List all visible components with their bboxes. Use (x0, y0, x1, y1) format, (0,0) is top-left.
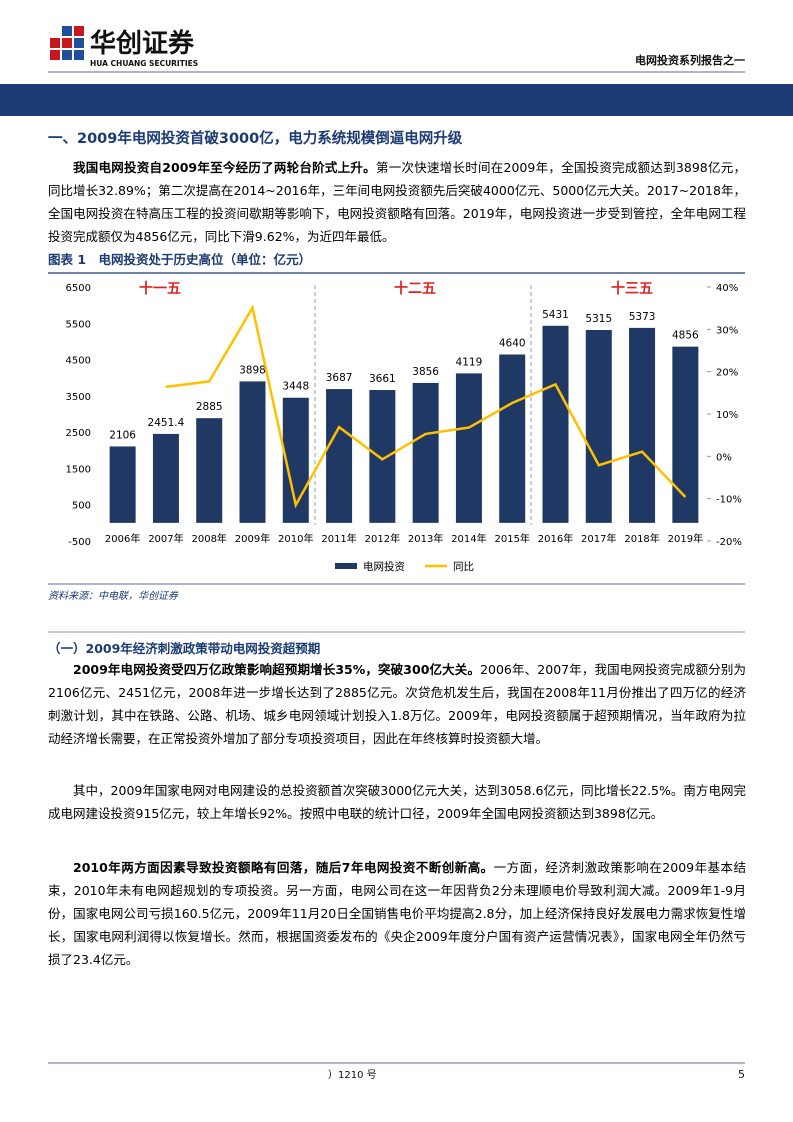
footer-code: ）1210 号 (328, 1069, 377, 1081)
bar (152, 433, 179, 523)
y-tick-label: 5500 (66, 319, 91, 330)
paragraph: 其中，2009年国家电网对电网建设的总投资额首次突破3000亿元大关，达到305… (48, 779, 746, 825)
bar-value-label: 5431 (542, 309, 569, 321)
bar-value-label: 5315 (585, 313, 612, 325)
y-tick-label: 3500 (66, 392, 91, 403)
y-tick-label: 4500 (66, 356, 91, 367)
bar-value-label: 3687 (326, 372, 353, 384)
bar (109, 446, 136, 523)
paragraph: 2009年电网投资受四万亿政策影响超预期增长35%，突破300亿大关。2006年… (48, 658, 746, 750)
brand-en: HUA CHUANG SECURITIES (90, 59, 198, 68)
bar-value-label: 2885 (196, 401, 223, 413)
bar-value-label: 5373 (629, 311, 656, 323)
bar-value-label: 3898 (239, 364, 266, 376)
bar-value-label: 4119 (456, 356, 483, 368)
x-tick-label: 2008年 (191, 532, 226, 545)
bar (239, 381, 266, 523)
y-tick-label: 500 (72, 501, 91, 512)
y2-tick-label: -10% (716, 495, 742, 506)
bar-value-label: 3448 (282, 381, 309, 393)
body-text: 其中，2009年国家电网对电网建设的总投资额首次突破3000亿元大关，达到305… (48, 783, 746, 821)
bar-value-label: 3856 (412, 366, 439, 378)
bar-value-label: 2106 (109, 429, 136, 441)
paragraph: 2010年两方面因素导致投资额略有回落，随后7年电网投资不断创新高。一方面，经济… (48, 856, 746, 971)
x-tick-label: 2019年 (668, 532, 703, 545)
lead: 2009年电网投资受四万亿政策影响超预期增长35%，突破300亿大关。 (73, 662, 481, 677)
header-band (0, 84, 793, 116)
x-tick-label: 2018年 (624, 532, 659, 545)
y2-tick-label: -20% (716, 537, 742, 548)
bar (369, 390, 396, 523)
bar (672, 346, 699, 523)
lead: 2010年两方面因素导致投资额略有回落，随后7年电网投资不断创新高。 (73, 860, 494, 875)
bar-value-label: 4856 (672, 330, 699, 342)
logo-icon (50, 26, 84, 60)
y-tick-label: 1500 (66, 464, 91, 475)
legend-label: 同比 (453, 560, 474, 573)
y-tick-label: 6500 (66, 283, 91, 294)
x-tick-label: 2007年 (148, 532, 183, 545)
x-tick-label: 2016年 (538, 532, 573, 545)
y2-tick-label: 20% (716, 368, 738, 379)
bar (585, 329, 612, 523)
section-title: 一、2009年电网投资首破3000亿，电力系统规模倒逼电网升级 (48, 129, 463, 147)
legend-swatch (335, 563, 357, 569)
body-text: 一方面，经济刺激政策影响在2009年基本结束，2010年未有电网超规划的专项投资… (48, 860, 747, 967)
bar (412, 382, 439, 523)
bar (196, 418, 223, 523)
bar (542, 325, 569, 523)
y-tick-label: -500 (68, 537, 91, 548)
body-text: 2006年、2007年，我国电网投资完成额分别为2106亿元、2451亿元，20… (48, 662, 746, 746)
x-tick-label: 2017年 (581, 532, 616, 545)
period-label: 十三五 (611, 280, 653, 297)
period-label: 十二五 (394, 280, 436, 297)
subsection-title: （一）2009年经济刺激政策带动电网投资超预期 (48, 641, 320, 656)
line (165, 304, 687, 509)
legend-label: 电网投资 (363, 560, 405, 573)
y2-tick-label: 30% (716, 325, 738, 336)
y2-tick-label: 10% (716, 410, 738, 421)
figure-source: 资料来源：中电联，华创证券 (48, 590, 179, 602)
bar (499, 354, 526, 523)
body-text: 第一次快速增长时间在2009年，全国投资完成额达到3898亿元，同比增长32.8… (48, 160, 747, 244)
bar (629, 327, 656, 523)
x-tick-label: 2006年 (105, 532, 140, 545)
x-tick-label: 2015年 (494, 532, 529, 545)
bar-value-label: 4640 (499, 337, 526, 349)
x-tick-label: 2009年 (235, 532, 270, 545)
x-tick-label: 2013年 (408, 532, 443, 545)
lead: 我国电网投资自2009年至今经历了两轮台阶式上升。 (73, 160, 376, 175)
y-tick-label: 2500 (66, 428, 91, 439)
page-number: 5 (738, 1068, 745, 1081)
brand: 华创证券 (90, 28, 195, 59)
x-tick-label: 2014年 (451, 532, 486, 545)
y2-tick-label: 0% (716, 452, 732, 463)
report-series: 电网投资系列报告之一 (635, 53, 745, 67)
x-tick-label: 2012年 (365, 532, 400, 545)
x-tick-label: 2011年 (321, 532, 356, 545)
bar (326, 389, 353, 523)
figure-caption: 图表 1 电网投资处于历史高位（单位：亿元） (48, 252, 311, 267)
x-tick-label: 2010年 (278, 532, 313, 545)
bar-value-label: 2451.4 (148, 417, 185, 429)
bar (455, 373, 482, 523)
bar-value-label: 3661 (369, 373, 396, 385)
intro-paragraph: 我国电网投资自2009年至今经历了两轮台阶式上升。第一次快速增长时间在2009年… (48, 156, 746, 248)
y2-tick-label: 40% (716, 283, 738, 294)
period-label: 十一五 (139, 280, 181, 297)
